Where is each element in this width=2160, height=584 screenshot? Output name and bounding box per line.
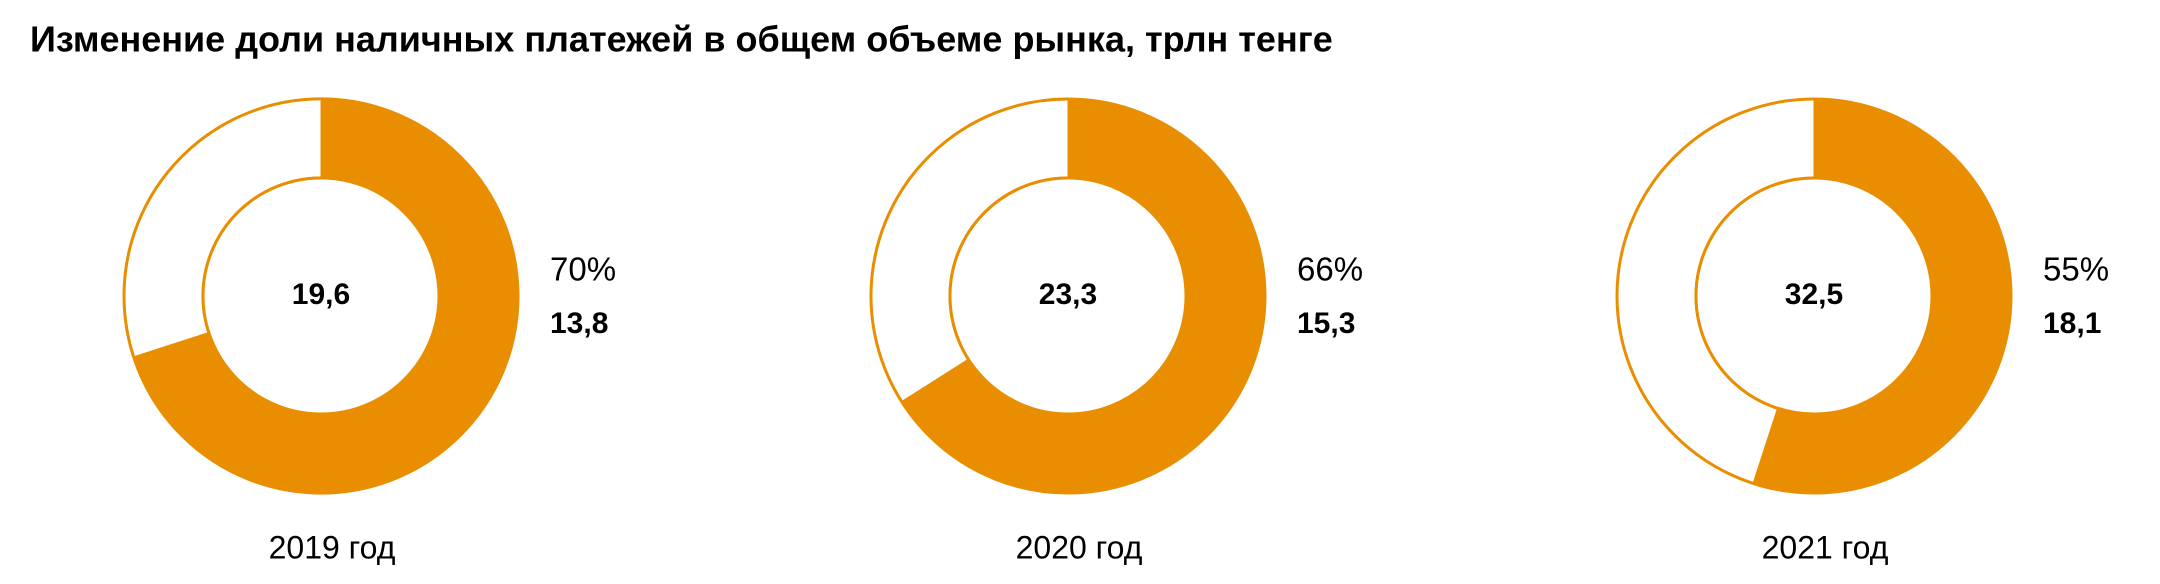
percent-label: 70%: [550, 251, 616, 288]
total-label: 23,3: [1039, 278, 1097, 311]
amount-label: 13,8: [550, 307, 608, 340]
amount-label: 15,3: [1297, 307, 1355, 340]
page-title: Изменение доли наличных платежей в общем…: [30, 19, 1333, 60]
donut-inner: [948, 176, 1188, 416]
year-label: 2020 год: [1016, 529, 1143, 565]
year-label: 2021 год: [1762, 529, 1889, 565]
percent-label: 66%: [1297, 251, 1363, 288]
total-label: 32,5: [1785, 278, 1843, 311]
year-label: 2019 год: [269, 529, 396, 565]
donut-inner: [1694, 176, 1934, 416]
amount-label: 18,1: [2043, 307, 2101, 340]
donut-inner: [201, 176, 441, 416]
percent-label: 55%: [2043, 251, 2109, 288]
total-label: 19,6: [292, 278, 350, 311]
